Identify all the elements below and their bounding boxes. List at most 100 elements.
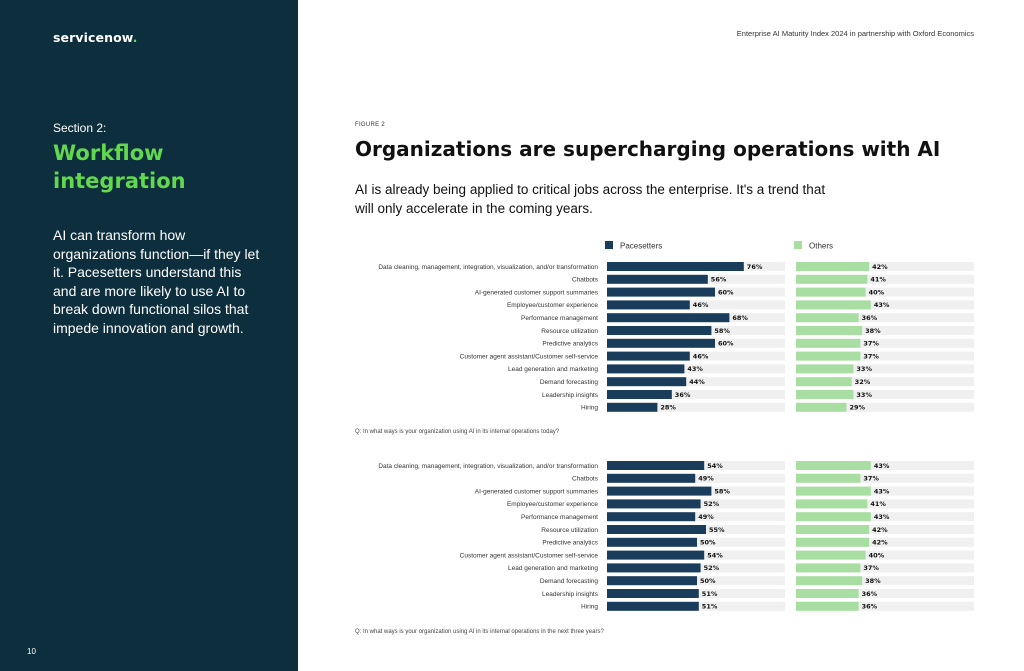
category-label: Leadership insights [542,591,599,598]
data-label-pacesetters: 51% [702,603,718,611]
bar-track-others [796,473,974,483]
legend-label-others: Others [809,242,833,251]
bar-others [796,390,854,399]
bar-track-pacesetters [607,402,785,412]
data-label-others: 42% [872,263,888,271]
data-label-others: 33% [856,365,872,373]
category-label: Customer agent assistant/Customer self-s… [460,353,599,360]
bar-pacesetters [607,550,705,560]
data-label-pacesetters: 46% [693,301,709,309]
data-label-pacesetters: 54% [707,462,723,470]
bar-others [796,402,847,412]
data-label-others: 43% [874,513,890,521]
bar-track-others [796,300,974,310]
bar-others [796,499,868,509]
bar-track-pacesetters [607,300,785,310]
data-label-pacesetters: 76% [747,263,763,271]
bar-track-others [796,402,974,412]
bar-pacesetters [607,589,699,598]
data-label-others: 36% [862,590,878,598]
section-title: Workflow integration [53,141,186,193]
bar-others [796,563,861,573]
bar-track-others [796,287,974,297]
bar-others [796,601,859,611]
data-label-others: 38% [865,577,881,585]
category-label: Employee/customer experience [507,501,598,508]
bar-track-others [796,525,974,534]
data-label-pacesetters: 56% [711,276,727,284]
data-label-others: 29% [849,404,865,412]
bar-others [796,364,854,374]
bar-pacesetters [607,351,690,361]
bar-others [796,326,863,335]
category-label: Hiring [581,604,598,611]
bar-pacesetters [607,512,696,522]
sidebar: servicenow. Section 2: Workflow integrat… [0,0,298,671]
bar-track-others [796,377,974,387]
bar-track-others [796,390,974,399]
bar-pacesetters [607,525,706,534]
bar-track-pacesetters [607,377,785,387]
bar-pacesetters [607,364,685,374]
category-label: Performance management [521,514,598,521]
category-label: Employee/customer experience [507,302,598,309]
bar-pacesetters [607,499,701,509]
bar-others [796,262,870,271]
bar-track-others [796,589,974,598]
category-label: Data cleaning, management, integration, … [378,463,598,470]
data-label-others: 33% [856,391,872,399]
category-label: Customer agent assistant/Customer self-s… [460,552,599,559]
bar-track-pacesetters [607,512,785,522]
bar-others [796,589,859,598]
category-label: Resource utilization [541,527,598,534]
category-label: AI-generated customer support summaries [475,488,599,495]
data-label-others: 43% [874,462,890,470]
bar-pacesetters [607,313,730,323]
bar-others [796,512,871,522]
data-label-pacesetters: 36% [675,391,691,399]
bar-others [796,351,861,361]
data-label-pacesetters: 51% [702,590,718,598]
data-label-pacesetters: 50% [700,539,716,547]
data-label-pacesetters: 58% [714,327,730,335]
data-label-others: 37% [863,340,879,348]
data-label-pacesetters: 49% [698,475,714,483]
bar-pacesetters [607,461,705,470]
bar-pacesetters [607,576,697,586]
data-label-pacesetters: 60% [718,288,734,296]
data-label-others: 43% [874,487,890,495]
data-label-pacesetters: 68% [732,314,748,322]
data-label-pacesetters: 49% [698,513,714,521]
data-label-pacesetters: 60% [718,340,734,348]
data-label-others: 42% [872,526,888,534]
legend-swatch-others [794,241,802,249]
data-label-others: 37% [863,352,879,360]
bar-track-others [796,461,974,470]
bar-pacesetters [607,262,744,271]
category-label: Lead generation and marketing [508,366,598,373]
data-label-others: 40% [869,288,885,296]
bar-others [796,287,866,297]
data-label-others: 43% [874,301,890,309]
report-header: Enterprise AI Maturity Index 2024 in par… [736,29,974,38]
bar-track-others [796,351,974,361]
bar-pacesetters [607,402,658,412]
bar-track-pacesetters [607,390,785,399]
category-label: Performance management [521,315,598,322]
category-label: Leadership insights [542,392,599,399]
bar-pacesetters [607,287,715,297]
data-label-pacesetters: 58% [714,487,730,495]
bar-pacesetters [607,563,701,573]
data-label-pacesetters: 28% [660,404,676,412]
category-label: Predictive analytics [542,341,598,348]
bar-track-others [796,274,974,284]
bar-others [796,525,870,534]
category-label: Lead generation and marketing [508,565,598,572]
data-label-pacesetters: 54% [707,551,723,559]
bar-track-others [796,576,974,586]
bar-others [796,274,868,284]
bar-pacesetters [607,377,687,387]
data-label-pacesetters: 50% [700,577,716,585]
data-label-others: 36% [862,603,878,611]
